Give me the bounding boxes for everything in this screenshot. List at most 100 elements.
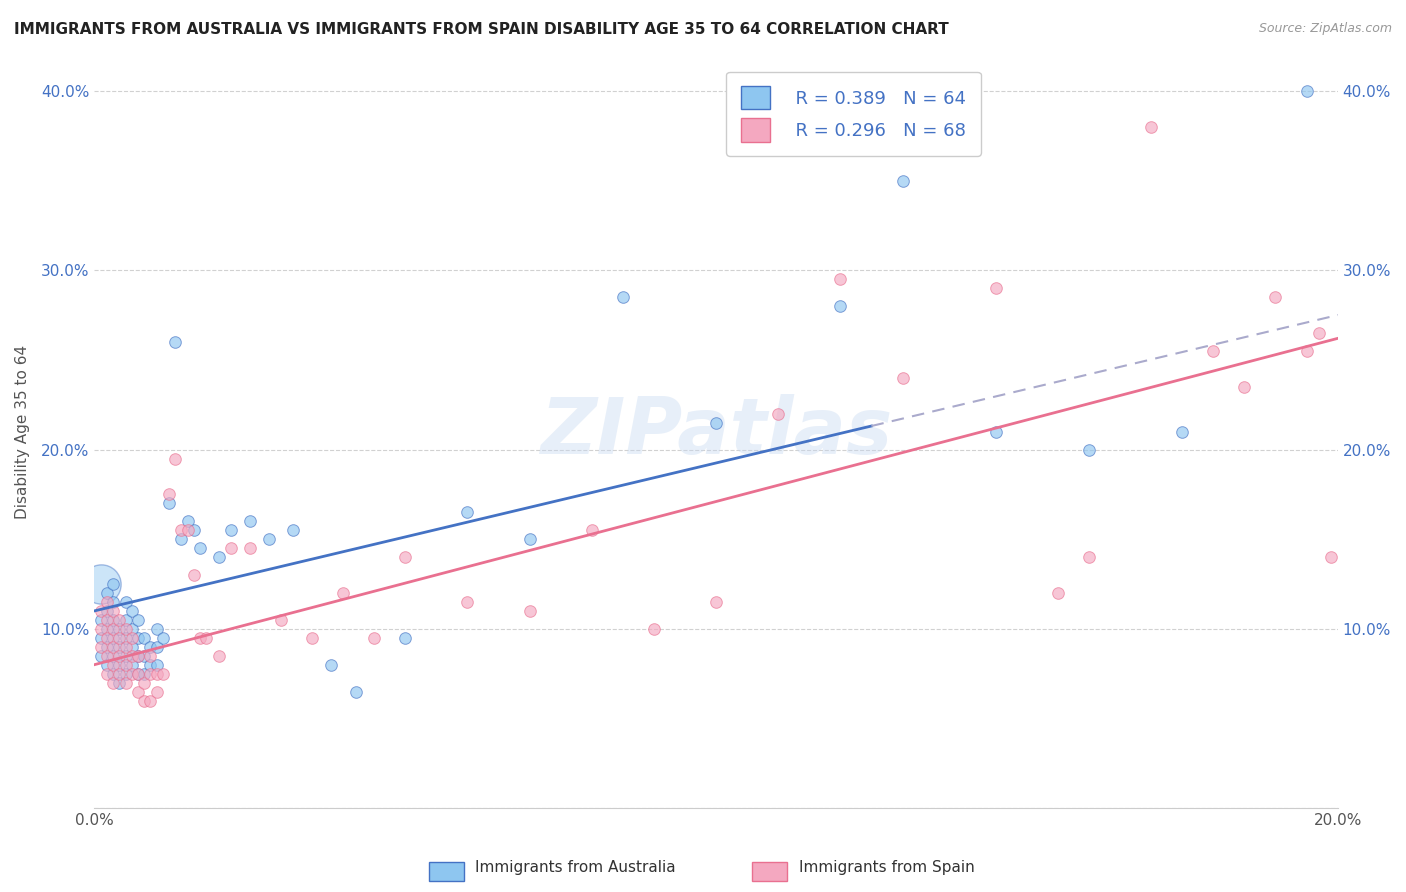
Point (1078, 550, 1101, 565)
Point (239, 541, 262, 556)
Point (456, 505, 478, 519)
Point (101, 648, 124, 663)
Point (127, 648, 149, 663)
Point (643, 622, 665, 636)
Point (127, 666, 149, 681)
Point (1308, 326, 1330, 340)
Point (108, 648, 131, 663)
Point (101, 604, 124, 618)
Point (1171, 425, 1194, 439)
Point (145, 666, 167, 681)
Text: Immigrants from Spain: Immigrants from Spain (799, 861, 974, 875)
Point (332, 586, 354, 600)
Point (165, 334, 187, 349)
Point (1320, 550, 1343, 565)
Point (134, 666, 156, 681)
Point (145, 657, 167, 672)
Point (612, 290, 634, 304)
Point (177, 523, 200, 537)
Point (96, 604, 118, 618)
Point (90, 648, 112, 663)
Point (270, 613, 292, 627)
Point (139, 648, 162, 663)
Point (183, 568, 205, 582)
Point (101, 631, 124, 645)
Point (101, 577, 124, 591)
Text: IMMIGRANTS FROM AUSTRALIA VS IMMIGRANTS FROM SPAIN DISABILITY AGE 35 TO 64 CORRE: IMMIGRANTS FROM AUSTRALIA VS IMMIGRANTS … (14, 22, 949, 37)
Point (114, 622, 136, 636)
Point (1046, 586, 1069, 600)
Point (101, 666, 124, 681)
Point (195, 631, 218, 645)
Point (108, 631, 131, 645)
Point (114, 613, 136, 627)
Point (114, 631, 136, 645)
Point (127, 631, 149, 645)
Point (301, 631, 323, 645)
Point (101, 675, 124, 690)
Point (127, 613, 149, 627)
Point (134, 631, 156, 645)
Point (108, 613, 131, 627)
Point (127, 666, 149, 681)
Point (114, 648, 136, 663)
Point (394, 550, 416, 565)
Point (165, 451, 187, 466)
Point (219, 541, 242, 556)
Point (121, 622, 143, 636)
Point (766, 407, 789, 421)
Point (581, 523, 603, 537)
Point (121, 648, 143, 663)
Point (239, 514, 262, 528)
Point (1078, 442, 1101, 457)
Point (96, 586, 118, 600)
Point (101, 640, 124, 654)
Point (101, 622, 124, 636)
Point (1264, 290, 1286, 304)
Point (170, 532, 193, 546)
Point (704, 416, 727, 430)
Point (344, 684, 367, 698)
Point (108, 666, 131, 681)
Point (139, 666, 162, 681)
Point (134, 693, 156, 707)
Point (830, 299, 852, 313)
Point (96, 640, 118, 654)
Point (121, 657, 143, 672)
Point (1295, 84, 1317, 98)
Point (208, 648, 231, 663)
Point (257, 532, 280, 546)
Point (139, 640, 162, 654)
Point (519, 604, 541, 618)
Point (114, 675, 136, 690)
Point (177, 514, 200, 528)
Point (830, 272, 852, 286)
Point (219, 523, 242, 537)
Point (1140, 120, 1163, 134)
Point (139, 693, 162, 707)
Point (188, 631, 211, 645)
Point (319, 657, 342, 672)
Point (96, 622, 118, 636)
Text: Immigrants from Australia: Immigrants from Australia (475, 861, 676, 875)
Point (90, 613, 112, 627)
Point (519, 532, 541, 546)
Point (90, 577, 112, 591)
Point (96, 648, 118, 663)
Point (145, 684, 167, 698)
Point (121, 666, 143, 681)
Point (704, 595, 727, 609)
Point (134, 675, 156, 690)
Point (152, 631, 174, 645)
Point (984, 425, 1007, 439)
Point (114, 595, 136, 609)
Point (121, 640, 143, 654)
Point (101, 657, 124, 672)
Point (96, 657, 118, 672)
Point (984, 281, 1007, 295)
Point (891, 173, 914, 187)
Point (96, 631, 118, 645)
Point (101, 595, 124, 609)
Point (188, 541, 211, 556)
Text: Source: ZipAtlas.com: Source: ZipAtlas.com (1258, 22, 1392, 36)
